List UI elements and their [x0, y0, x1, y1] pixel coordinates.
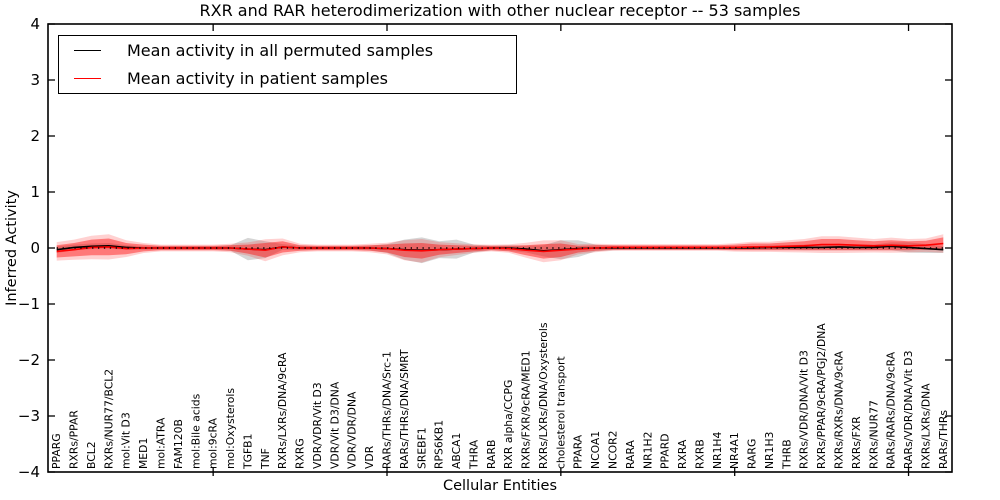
- y-axis-label: Inferred Activity: [4, 190, 20, 306]
- x-category-label: RXRs/LXRs/DNA/9cRA: [276, 352, 289, 469]
- x-category-label: RXRs/LXRs/DNA: [919, 383, 932, 469]
- y-tick-label: 2: [30, 127, 40, 145]
- x-category-label: NR1H3: [763, 432, 776, 469]
- x-category-label: THRB: [780, 439, 793, 470]
- x-category-label: RARs/RARs/DNA/9cRA: [885, 351, 898, 469]
- x-category-label: RXRs/FXR: [850, 416, 863, 469]
- x-category-label: RXR alpha/CCPG: [502, 380, 515, 469]
- x-category-label: ABCA1: [450, 433, 463, 469]
- x-category-label: VDR/Vit D3/DNA: [328, 381, 341, 469]
- y-tick-label: −2: [18, 351, 40, 369]
- x-category-label: RXRs/RXRs/DNA/9cRA: [833, 350, 846, 469]
- chart-title: RXR and RAR heterodimerization with othe…: [199, 1, 801, 20]
- x-category-label: RPS6KB1: [433, 420, 446, 469]
- y-tick-label: 3: [30, 71, 40, 89]
- x-category-label: SREBF1: [415, 427, 428, 469]
- x-category-label: NR4A1: [728, 432, 741, 469]
- x-category-label: RXRs/FXR/9cRA/MED1: [520, 350, 533, 469]
- legend: Mean activity in all permuted samples Mea…: [58, 35, 517, 94]
- x-category-label: RXRs/LXRs/DNA/Oxysterols: [537, 322, 550, 469]
- x-category-label: RARs/THRs/DNA/Src-1: [381, 351, 394, 469]
- legend-item: Mean activity in all permuted samples: [59, 38, 516, 64]
- x-category-label: PPARA: [572, 434, 585, 469]
- x-category-label: RARB: [485, 440, 498, 469]
- x-category-label: RXRs/NUR77/BCL2: [102, 369, 115, 469]
- y-tick-label: −4: [18, 463, 40, 481]
- x-category-label: mol:9cRA: [207, 417, 220, 469]
- x-category-label: THRA: [467, 439, 480, 470]
- x-category-label: RARs/THRs: [937, 410, 950, 469]
- x-category-label: BCL2: [85, 441, 98, 469]
- x-category-label: PPARG: [50, 433, 63, 469]
- legend-label: Mean activity in all permuted samples: [127, 41, 434, 61]
- y-tick-label: 1: [30, 183, 40, 201]
- x-category-label: mol:Vit D3: [120, 412, 133, 469]
- x-category-label: MED1: [137, 438, 150, 469]
- y-tick-label: −3: [18, 407, 40, 425]
- x-category-label: FAM120B: [172, 419, 185, 469]
- x-category-label: RARs/THRs/DNA/SMRT: [398, 349, 411, 469]
- x-category-label: RXRs/PPAR: [68, 410, 81, 469]
- x-category-label: mol:Bile acids: [189, 393, 202, 469]
- x-category-label: NR1H2: [641, 432, 654, 469]
- x-category-label: PPARD: [659, 433, 672, 469]
- x-category-label: VDR: [363, 445, 376, 469]
- x-category-label: TNF: [259, 448, 272, 470]
- x-category-label: RXRB: [693, 439, 706, 469]
- legend-line-swatch: [74, 77, 101, 79]
- x-category-label: RARs/VDR/DNA/Vit D3: [902, 351, 915, 469]
- x-category-label: VDR/VDR/Vit D3: [311, 382, 324, 469]
- x-category-label: RXRA: [676, 439, 689, 469]
- x-category-label: NR1H4: [711, 431, 724, 469]
- permuted-std-band: [56, 237, 944, 264]
- x-category-label: RXRs/PPAR/9cRA/PGJ2/DNA: [815, 323, 828, 469]
- x-category-label: cholesterol transport: [554, 356, 567, 469]
- x-category-label: NCOR2: [607, 431, 620, 470]
- y-tick-label: 4: [30, 15, 40, 33]
- x-category-label: NCOA1: [589, 431, 602, 469]
- legend-item: Mean activity in patient samples: [59, 65, 516, 91]
- x-category-label: RXRs/NUR77: [867, 400, 880, 469]
- y-tick-label: −1: [18, 295, 40, 313]
- legend-line-swatch: [74, 50, 101, 52]
- x-axis-label: Cellular Entities: [442, 478, 558, 494]
- x-category-label: TGFB1: [241, 434, 254, 470]
- y-tick-label: 0: [30, 239, 40, 257]
- x-category-label: VDR/VDR/DNA: [346, 391, 359, 469]
- legend-label: Mean activity in patient samples: [127, 68, 388, 88]
- x-category-label: RARA: [624, 439, 637, 469]
- x-category-label: RARG: [746, 439, 759, 469]
- x-category-label: RXRG: [294, 438, 307, 469]
- x-category-label: mol:Oxysterols: [224, 388, 237, 469]
- x-category-label: mol:ATRA: [155, 417, 168, 469]
- x-category-label: RXRs/VDR/DNA/Vit D3: [798, 350, 811, 469]
